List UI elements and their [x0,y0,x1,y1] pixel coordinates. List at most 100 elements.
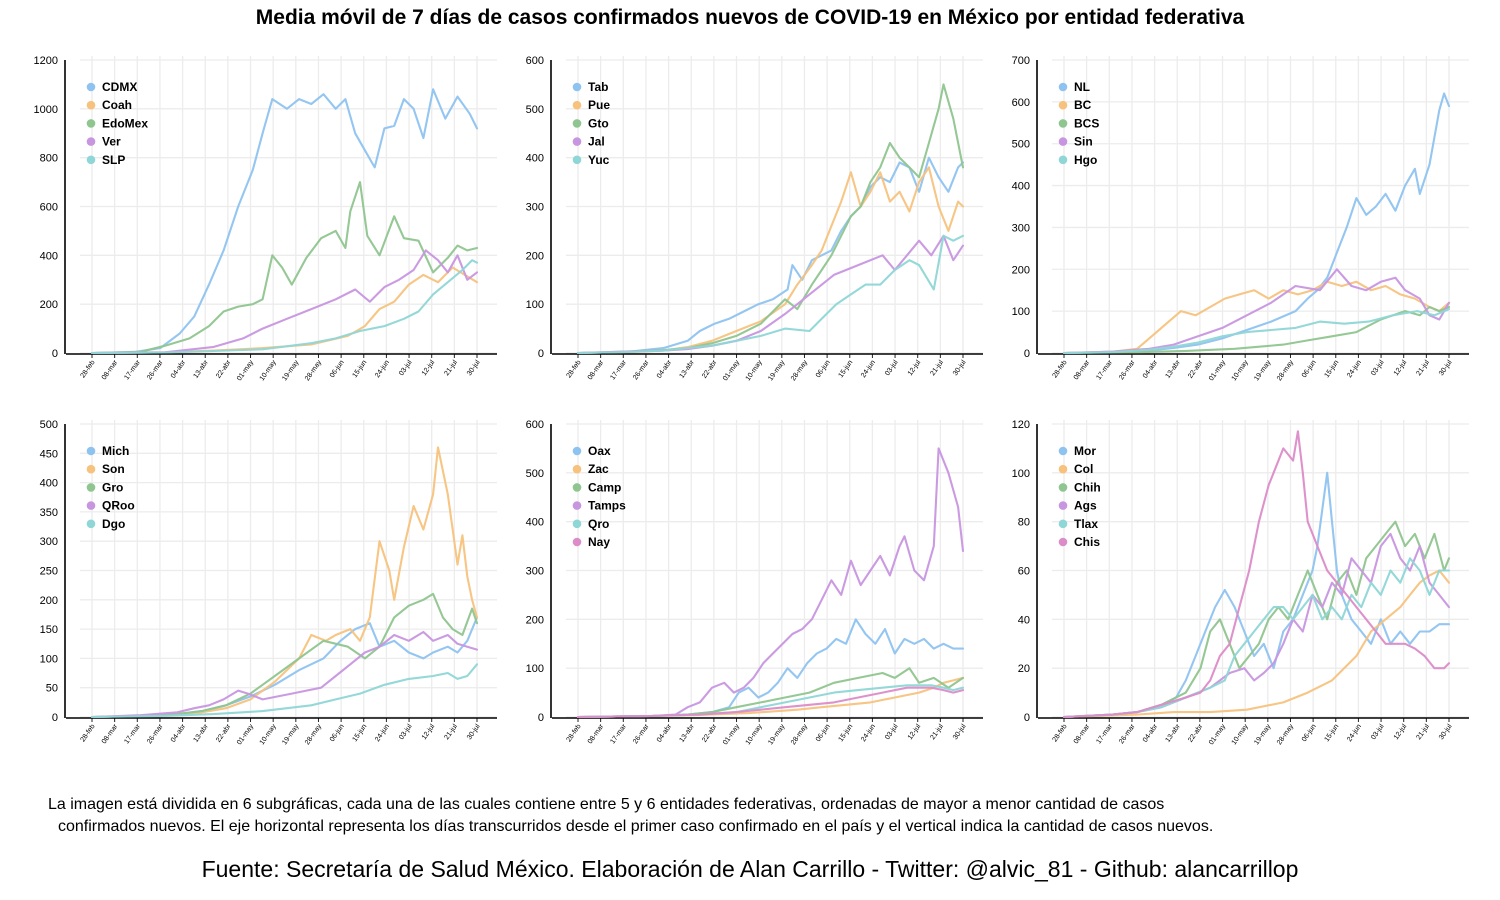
legend-label: Nay [588,535,610,549]
x-tick-label: 28-may [790,723,809,747]
x-tick-label: 03-jul [398,359,414,377]
x-tick-label: 21-jul [1415,359,1431,377]
x-tick-label: 15-jun [1324,723,1341,743]
legend-label: EdoMex [102,116,148,130]
x-tick-label: 30-jul [952,359,968,377]
y-tick-label: 700 [1012,55,1030,67]
y-tick-label: 100 [526,663,544,675]
y-tick-label: 400 [40,250,58,262]
x-tick-label: 10-may [259,359,278,383]
legend-label: Gto [588,116,609,130]
legend-marker [572,100,582,110]
series-line-mor [1062,471,1451,719]
x-tick-label: 08-mar [1073,723,1092,746]
y-tick-label: 120 [1012,419,1030,431]
legend-label: Camp [588,480,621,494]
x-tick-label: 15-jun [1324,359,1341,379]
x-tick-label: 21-jul [443,723,459,741]
x-tick-label: 13-abr [1165,359,1183,380]
x-tick-label: 08-mar [1073,359,1092,382]
legend-marker [86,137,96,146]
legend-label: Tamps [588,499,626,513]
y-tick-label: 200 [526,250,544,262]
x-tick-label: 28-may [304,359,323,383]
legend-label: Zac [588,462,609,476]
x-tick-label: 04-abr [656,359,674,380]
x-tick-label: 26-mar [146,723,165,746]
x-tick-label: 15-jun [352,359,369,379]
series-line-hgo [1062,308,1451,355]
legend-marker [1058,155,1068,165]
x-tick-label: 12-jul [421,723,437,741]
x-tick-label: 03-jul [884,359,900,377]
x-tick-label: 28-feb [80,723,97,743]
x-tick-label: 13-abr [1165,723,1183,744]
series-line-son [90,446,479,719]
y-tick-label: 500 [526,104,544,116]
x-tick-label: 01-may [722,359,741,383]
x-tick-label: 12-jul [1393,723,1409,741]
series-line-dgo [90,663,479,719]
legend-marker [86,82,96,92]
legend-label: Sin [1074,135,1093,149]
main-title: Media móvil de 7 días de casos confirmad… [255,6,1245,29]
legend-label: Mich [102,444,129,458]
series-line-edomex [90,181,479,355]
legend-label: Coah [102,98,132,112]
legend-marker [1058,82,1068,92]
x-tick-label: 21-jul [929,723,945,741]
x-tick-label: 21-jul [443,359,459,377]
x-tick-label: 12-jul [1393,359,1409,377]
y-tick-label: 150 [40,624,58,636]
x-tick-label: 24-jun [1346,359,1363,379]
legend-label: CDMX [102,80,137,94]
y-tick-label: 80 [1018,517,1030,529]
x-tick-label: 17-mar [1095,359,1114,382]
x-tick-label: 26-mar [1118,723,1137,746]
x-tick-label: 15-jun [352,723,369,743]
y-tick-label: 0 [1024,712,1030,724]
x-tick-label: 10-may [745,359,764,383]
legend-marker [1058,483,1068,492]
x-tick-label: 26-mar [146,359,165,382]
x-tick-label: 15-jun [838,723,855,743]
x-tick-label: 10-may [1231,359,1250,383]
legend-label: SLP [102,153,125,167]
legend-marker [572,537,582,547]
legend-label: NL [1074,80,1090,94]
x-tick-label: 22-abr [1187,723,1205,744]
x-tick-label: 13-abr [679,723,697,744]
y-tick-label: 100 [526,299,544,311]
x-tick-label: 22-abr [215,723,233,744]
description-line-1: La imagen está dividida en 6 subgráficas… [48,796,1165,813]
y-tick-label: 600 [526,419,544,431]
x-tick-label: 22-abr [701,723,719,744]
x-tick-label: 19-may [281,359,300,383]
x-tick-label: 06-jun [815,723,832,743]
x-tick-label: 30-jul [466,359,482,377]
x-tick-label: 30-jul [952,723,968,741]
x-tick-label: 28-feb [1052,359,1069,379]
x-tick-label: 28-feb [566,723,583,743]
series-line-qroo [90,630,479,719]
series-line-gro [90,592,479,719]
series-line-mich [90,616,479,719]
series-line-zac [576,676,965,719]
panel-2: 0 100 200 300 400 500 600 28-feb 08-mar 17-mar 26-… [526,55,983,382]
legend-label: Hgo [1074,153,1097,167]
y-tick-label: 100 [1012,468,1030,480]
x-tick-label: 22-abr [215,359,233,380]
x-tick-label: 28-may [1276,723,1295,747]
y-tick-label: 400 [526,153,544,165]
y-tick-label: 300 [526,566,544,578]
y-tick-label: 0 [52,348,58,360]
y-tick-label: 50 [46,683,58,695]
x-tick-label: 13-abr [193,359,211,380]
x-tick-label: 08-mar [587,723,606,746]
x-tick-label: 19-may [767,359,786,383]
x-tick-label: 08-mar [587,359,606,382]
x-tick-label: 17-mar [123,723,142,746]
x-tick-label: 04-abr [656,723,674,744]
legend-label: Chih [1074,480,1101,494]
